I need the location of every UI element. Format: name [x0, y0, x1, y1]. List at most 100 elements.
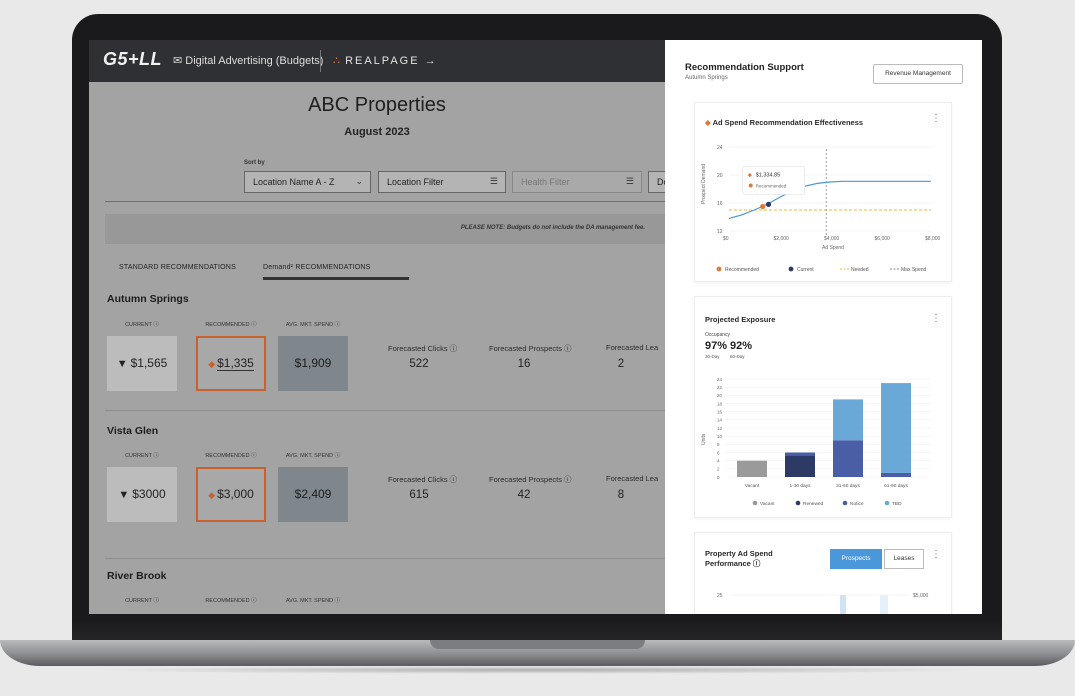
avg-spend-label: AVG. MKT. SPEND ⓘ	[285, 322, 341, 328]
perf-bar	[840, 595, 846, 614]
sort-by-label: Sort by	[244, 160, 265, 166]
legend-label: Current	[797, 267, 814, 273]
legend-label: Renewed	[803, 501, 824, 507]
bar-segment	[785, 455, 815, 477]
y-axis-label: Prospect Demand	[701, 164, 707, 204]
x-tick-label: $6,000	[875, 236, 891, 242]
x-tick-label: 1-30 days	[789, 483, 811, 489]
realpage-link[interactable]: ∴ REALPAGE →	[333, 54, 438, 67]
current-value: $3000	[132, 487, 166, 501]
performance-chart: 25 $5,000	[717, 593, 929, 614]
shield-icon: ◆	[208, 490, 216, 500]
chevron-down-icon: ⌄	[355, 176, 363, 186]
main-app: G5+LL ✉ Digital Advertising (Budgets) ∴ …	[89, 40, 678, 614]
recommended-label: RECOMMENDED ⓘ	[205, 322, 257, 328]
row-separator	[105, 558, 665, 559]
occupancy-60-value: 92%	[730, 340, 753, 352]
note-bar: PLEASE NOTE: Budgets do not include the …	[105, 214, 665, 244]
filter-sliders-icon: ☰	[489, 176, 498, 186]
y-tick-label: 10	[717, 434, 723, 439]
y-tick-label: 24	[717, 145, 723, 151]
y-tick-label: 0	[717, 475, 720, 480]
perf-ytick-left: 25	[717, 593, 723, 599]
location-name: Autumn Springs	[107, 293, 189, 305]
avg-market-spend: $2,409	[278, 467, 348, 522]
realpage-label: REALPAGE	[345, 55, 420, 67]
current-label: CURRENT ⓘ	[125, 453, 159, 459]
row-separator	[105, 410, 665, 411]
x-axis-label: Ad Spend	[822, 245, 844, 251]
more-options-icon[interactable]: ⋮	[931, 113, 941, 124]
current-budget: ▼ $3000	[107, 467, 177, 522]
perf-bar	[880, 595, 888, 614]
recommended-label: RECOMMENDED ⓘ	[205, 453, 257, 459]
recommended-label: RECOMMENDED ⓘ	[205, 598, 257, 604]
legend-label: Needed	[851, 267, 869, 273]
y-tick-label: 18	[717, 401, 723, 406]
leases-value: 8	[617, 489, 625, 501]
bar-segment	[833, 440, 863, 477]
clicks-label: Forecasted Clicks ⓘ	[388, 344, 458, 353]
exposure-title: Projected Exposure	[705, 315, 776, 324]
prospects-toggle[interactable]: Prospects	[830, 549, 882, 569]
triangle-down-icon: ▼	[118, 489, 130, 501]
y-tick-label: 22	[717, 385, 723, 390]
recommended-point	[760, 203, 766, 210]
tab-demand[interactable]: Demand² RECOMMENDATIONS	[263, 264, 409, 280]
effectiveness-title-text: Ad Spend Recommendation Effectiveness	[712, 118, 864, 127]
more-options-icon[interactable]: ⋮	[931, 549, 941, 560]
recommended-budget[interactable]: ◆ $3,000	[196, 467, 266, 522]
laptop-notch	[430, 640, 645, 649]
legend-label: Vacant	[760, 501, 775, 507]
perf-ytick-right: $5,000	[913, 593, 929, 599]
current-value: $1,565	[130, 356, 168, 370]
occupancy-30-value: 97%	[705, 340, 728, 352]
tooltip-shield-icon: ◆	[748, 173, 753, 179]
location-filter[interactable]: Location Filter ☰	[378, 171, 506, 193]
legend-marker	[795, 500, 801, 506]
tooltip-box	[742, 166, 806, 195]
megaphone-icon: ✉	[173, 55, 183, 67]
tooltip-dot	[748, 183, 753, 188]
sort-value: Location Name A - Z	[253, 177, 335, 187]
prospects-value: 42	[517, 489, 531, 501]
laptop-shadow	[90, 666, 985, 674]
product-name[interactable]: ✉ Digital Advertising (Budgets)	[173, 54, 323, 67]
effectiveness-card: ◆ Ad Spend Recommendation Effectiveness …	[694, 102, 952, 282]
y-tick-label: 4	[717, 458, 720, 463]
y-tick-label: 20	[717, 173, 723, 179]
effectiveness-title: ◆ Ad Spend Recommendation Effectiveness	[705, 118, 863, 127]
bar-segment	[881, 383, 911, 473]
avg-spend-label: AVG. MKT. SPEND ⓘ	[285, 453, 341, 459]
y-tick-label: 2	[717, 467, 720, 472]
clicks-value: 522	[409, 358, 429, 370]
x-tick-label: $2,000	[774, 236, 790, 242]
avg-value: $2,409	[294, 487, 332, 501]
avg-value: $1,909	[294, 356, 332, 370]
sort-select[interactable]: Location Name A - Z ⌄	[244, 171, 371, 193]
product-label: Digital Advertising (Budgets)	[185, 55, 324, 67]
y-axis-label: Units	[701, 433, 707, 445]
legend-label: Max Spend	[901, 267, 927, 273]
y-tick-label: 20	[717, 393, 723, 398]
g5-logo[interactable]: G5+LL	[103, 49, 163, 69]
current-label: CURRENT ⓘ	[125, 598, 159, 604]
revenue-management-button[interactable]: Revenue Management	[873, 64, 963, 84]
tab-standard[interactable]: STANDARD RECOMMENDATIONS	[119, 264, 236, 271]
legend-marker	[884, 500, 890, 506]
shield-icon: ◆	[208, 359, 216, 369]
avg-market-spend: $1,909	[278, 336, 348, 391]
occupancy-60-label: 60-Day	[730, 354, 745, 359]
legend-marker	[842, 500, 848, 506]
y-tick-label: 6	[717, 450, 720, 455]
more-options-icon[interactable]: ⋮	[931, 313, 941, 324]
exposure-card: Projected Exposure ⋮ Occupancy 97% 92% 3…	[694, 296, 952, 518]
filter-sliders-icon: ☰	[625, 176, 634, 186]
header-rule	[105, 201, 665, 202]
recommended-budget[interactable]: ◆ $1,335	[196, 336, 266, 391]
legend-marker	[716, 266, 722, 272]
health-filter[interactable]: Health Filter ☰	[512, 171, 642, 193]
leases-toggle[interactable]: Leases	[884, 549, 924, 569]
y-tick-label: 24	[717, 377, 723, 382]
